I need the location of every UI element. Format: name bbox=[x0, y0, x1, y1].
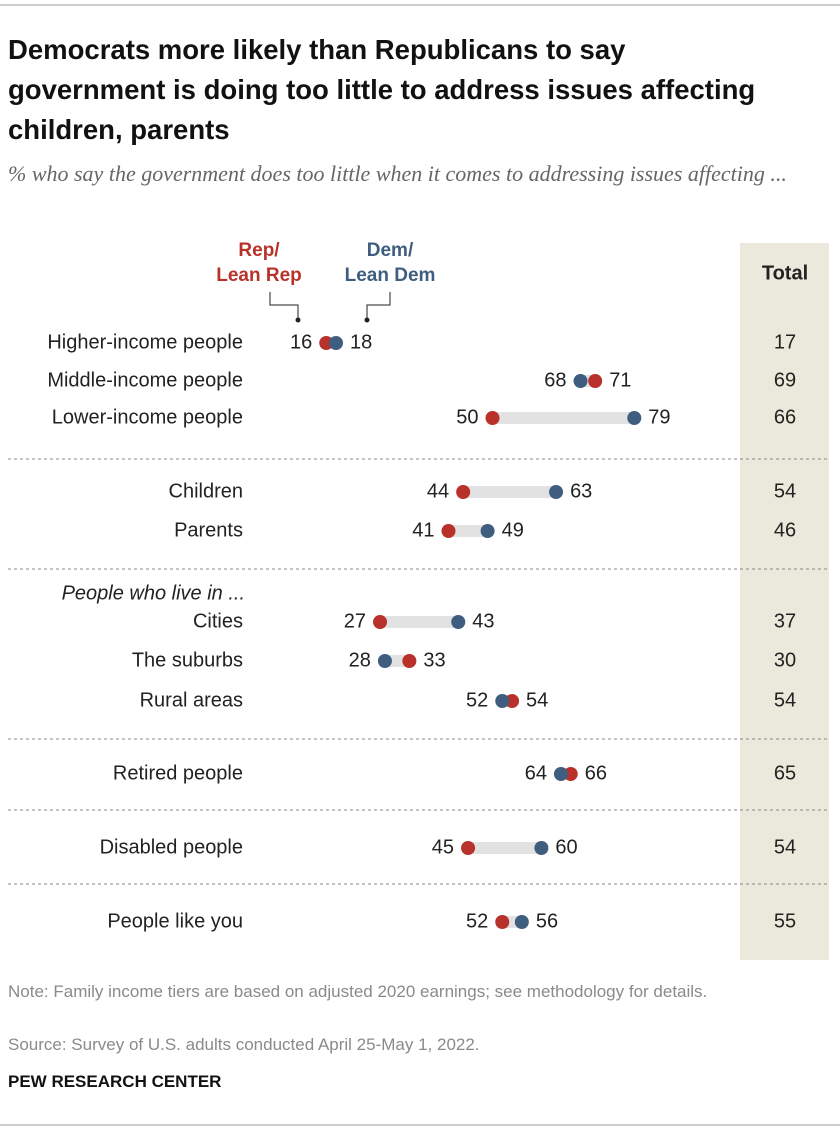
value-label: 64 bbox=[525, 762, 547, 784]
category-label: Rural areas bbox=[140, 689, 243, 711]
total-value: 65 bbox=[774, 762, 796, 784]
category-label: Retired people bbox=[113, 762, 243, 784]
value-label: 50 bbox=[456, 406, 478, 428]
group-label: People who live in ... bbox=[62, 582, 245, 604]
dot bbox=[319, 336, 334, 350]
dot bbox=[505, 694, 520, 708]
category-label: Middle-income people bbox=[47, 369, 243, 391]
value-label: 60 bbox=[555, 836, 577, 858]
source: Source: Survey of U.S. adults conducted … bbox=[8, 1035, 480, 1054]
dot bbox=[514, 915, 529, 929]
category-label: Parents bbox=[174, 519, 243, 541]
value-label: 56 bbox=[536, 910, 558, 932]
total-value: 54 bbox=[774, 480, 796, 502]
category-label: People like you bbox=[107, 910, 243, 932]
value-label: 18 bbox=[350, 331, 372, 353]
total-value: 46 bbox=[774, 519, 796, 541]
category-label: Disabled people bbox=[100, 836, 243, 858]
value-label: 44 bbox=[427, 480, 449, 502]
dot bbox=[495, 694, 510, 708]
value-label: 43 bbox=[472, 610, 494, 632]
value-label: 16 bbox=[290, 331, 312, 353]
category-label: Lower-income people bbox=[52, 406, 243, 428]
legend-leader-dot bbox=[364, 317, 370, 323]
total-value: 30 bbox=[774, 649, 796, 671]
total-value: 54 bbox=[774, 689, 796, 711]
value-label: 33 bbox=[423, 649, 445, 671]
total-value: 37 bbox=[774, 610, 796, 632]
dot bbox=[461, 841, 476, 855]
total-value: 55 bbox=[774, 910, 796, 932]
value-label: 63 bbox=[570, 480, 592, 502]
value-label: 49 bbox=[502, 519, 524, 541]
category-label: Higher-income people bbox=[47, 331, 243, 353]
dot bbox=[329, 336, 344, 350]
dot bbox=[553, 767, 568, 781]
total-value: 54 bbox=[774, 836, 796, 858]
value-label: 66 bbox=[585, 762, 607, 784]
dot bbox=[441, 524, 456, 538]
dot bbox=[588, 374, 603, 388]
dot bbox=[377, 654, 392, 668]
total-value: 69 bbox=[774, 369, 796, 391]
category-label: Cities bbox=[193, 610, 243, 632]
legend-leader-dot bbox=[295, 317, 301, 323]
value-label: 79 bbox=[648, 406, 670, 428]
dot bbox=[480, 524, 495, 538]
value-label: 52 bbox=[466, 689, 488, 711]
value-label: 54 bbox=[526, 689, 548, 711]
total-header: Total bbox=[762, 262, 808, 284]
value-label: 27 bbox=[344, 610, 366, 632]
legend-leader bbox=[366, 292, 391, 320]
dot bbox=[495, 915, 510, 929]
value-label: 71 bbox=[609, 369, 631, 391]
value-label: 28 bbox=[349, 649, 371, 671]
legend-entry: Dem/ Lean Dem bbox=[344, 240, 436, 286]
dot bbox=[534, 841, 549, 855]
value-label: 45 bbox=[432, 836, 454, 858]
category-label: The suburbs bbox=[132, 649, 243, 671]
legend-entry: Rep/ Lean Rep bbox=[216, 240, 302, 286]
category-label: Children bbox=[169, 480, 243, 502]
chart-subtitle: % who say the government does too little… bbox=[8, 161, 787, 186]
value-label: 52 bbox=[466, 910, 488, 932]
value-label: 41 bbox=[412, 519, 434, 541]
dot bbox=[549, 485, 564, 499]
dot bbox=[451, 615, 466, 629]
credit: PEW RESEARCH CENTER bbox=[8, 1072, 222, 1091]
dot bbox=[627, 411, 642, 425]
total-value: 66 bbox=[774, 406, 796, 428]
value-label: 68 bbox=[544, 369, 566, 391]
legend-leader bbox=[269, 292, 299, 320]
total-column bbox=[740, 243, 829, 960]
dot bbox=[373, 615, 388, 629]
dot bbox=[456, 485, 471, 499]
chart-title: Democrats more likely than Republicans t… bbox=[8, 34, 756, 145]
note: Note: Family income tiers are based on a… bbox=[8, 982, 708, 1001]
dot bbox=[573, 374, 588, 388]
dot bbox=[402, 654, 417, 668]
total-value: 17 bbox=[774, 331, 796, 353]
dot bbox=[485, 411, 500, 425]
dot bbox=[563, 767, 578, 781]
